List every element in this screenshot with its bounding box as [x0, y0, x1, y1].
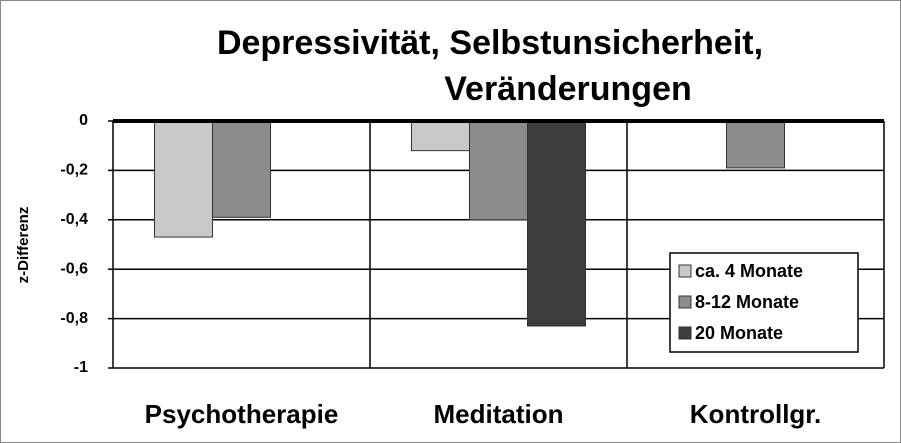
y-tick-label: -0,8 — [60, 310, 88, 327]
legend-swatch — [678, 264, 692, 278]
bar — [212, 120, 271, 218]
y-tick-label: -0,6 — [60, 260, 88, 277]
y-tick-label: -0,2 — [60, 162, 88, 179]
bar — [154, 120, 213, 238]
chart-title: Depressivität, Selbstunsicherheit, — [217, 24, 763, 62]
bar — [411, 120, 470, 152]
y-tick-label: -0,4 — [60, 211, 88, 228]
legend-label: 8-12 Monate — [695, 292, 799, 312]
legend-swatch — [678, 326, 692, 340]
x-tick-label: Kontrollgr. — [690, 399, 821, 429]
legend-swatch — [678, 295, 692, 309]
x-tick-label: Psychotherapie — [145, 399, 339, 429]
legend-box — [669, 252, 859, 353]
chart-title: Veränderungen — [444, 70, 692, 108]
legend-label: ca. 4 Monate — [695, 261, 803, 281]
y-tick-label: -1 — [74, 359, 88, 376]
y-tick-label: 0 — [79, 112, 88, 129]
y-axis-label: z-Differenz — [15, 207, 32, 284]
legend-label: 20 Monate — [695, 323, 783, 343]
bar — [527, 120, 586, 327]
bar — [469, 120, 528, 221]
bar — [726, 120, 785, 169]
x-tick-label: Meditation — [434, 399, 564, 429]
